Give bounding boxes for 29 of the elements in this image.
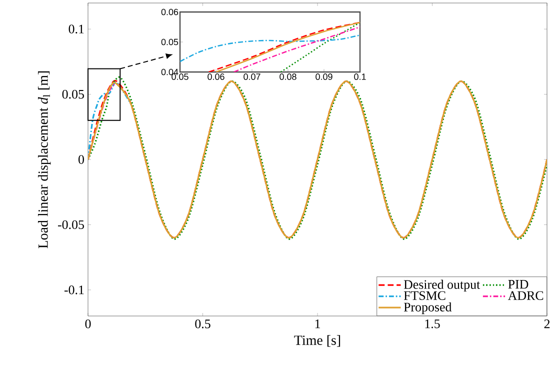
y-tick-label: -0.1 bbox=[64, 286, 84, 294]
legend-label: Desired output bbox=[404, 280, 480, 292]
x-tick-label: 0.05 bbox=[172, 74, 188, 80]
x-tick-label: 0.09 bbox=[316, 74, 332, 80]
y-tick-label: 0.1 bbox=[68, 24, 84, 34]
x-tick-label: 0 bbox=[85, 320, 91, 328]
y-tick-label: -0.05 bbox=[58, 220, 84, 230]
x-tick-label: 1.5 bbox=[425, 320, 440, 328]
y-tick-label: 0.05 bbox=[62, 90, 84, 99]
legend-label: FTSMC bbox=[404, 291, 446, 300]
x-tick-label: 0.08 bbox=[280, 74, 296, 80]
line-series bbox=[233, 26, 360, 72]
x-axis-title: Time [s] bbox=[294, 335, 340, 347]
x-tick-label: 0.07 bbox=[244, 74, 260, 80]
y-tick-label: 0.06 bbox=[161, 8, 178, 16]
x-tick-label: 2 bbox=[544, 320, 550, 328]
x-tick-label: 0.5 bbox=[195, 320, 210, 328]
x-tick-label: 0.06 bbox=[208, 74, 224, 80]
line-series bbox=[180, 34, 360, 62]
legend-label: ADRC bbox=[508, 291, 544, 300]
x-tick-label: 1 bbox=[315, 320, 320, 328]
y-tick-label: 0.05 bbox=[161, 38, 178, 46]
line-series bbox=[280, 22, 360, 72]
x-tick-label: 0.1 bbox=[354, 74, 366, 80]
legend-label: PID bbox=[508, 280, 528, 289]
y-axis-title: Load linear displacement d$_{l}$ [m] bbox=[38, 71, 51, 248]
legend-label: Proposed bbox=[404, 302, 452, 314]
y-tick-label: 0.04 bbox=[161, 68, 178, 76]
y-tick-label: 0 bbox=[78, 155, 84, 164]
